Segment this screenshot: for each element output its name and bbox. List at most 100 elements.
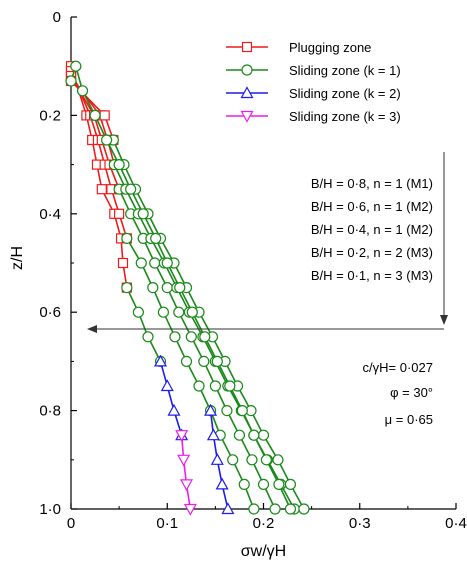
legend-label: Sliding zone (k = 2) (289, 86, 401, 101)
data-point-circle (89, 109, 101, 122)
legend-label: Sliding zone (k = 1) (289, 63, 401, 78)
y-tick-label: 1·0 (39, 501, 61, 518)
data-point-circle (142, 331, 154, 343)
data-point-circle (224, 380, 236, 392)
data-point-triangle-down (240, 110, 254, 123)
annotations: B/H = 0·8, n = 1 (M1) B/H = 0·6, n = 1 (M… (87, 152, 448, 427)
case-label: B/H = 0·6, n = 1 (M2) (311, 199, 433, 214)
series-1 (65, 61, 132, 293)
y-tick-label: 0·2 (39, 107, 61, 124)
data-point-circle (284, 478, 297, 490)
series-line (180, 435, 192, 510)
y-axis-title: z/H (9, 246, 26, 270)
data-point-triangle-down (179, 479, 194, 492)
data-point-triangle-up (153, 354, 168, 367)
data-point-circle (199, 331, 211, 343)
data-point-circle (248, 429, 260, 441)
data-point-circle (185, 331, 197, 343)
data-point-triangle-down (175, 430, 189, 442)
parameter-label: μ = 0·65 (385, 412, 433, 427)
data-point-circle (121, 282, 133, 294)
data-point-triangle-up (167, 403, 181, 416)
data-point-circle (238, 478, 250, 490)
series-line (159, 361, 183, 436)
data-point-circle (180, 355, 193, 367)
x-axis-ticks: 0 0·1 0·2 0·3 0·4 (67, 503, 467, 532)
data-point-circle (76, 85, 89, 97)
data-point-circle (269, 503, 281, 515)
data-point-circle (248, 503, 260, 515)
legend-label: Sliding zone (k = 3) (289, 109, 401, 124)
y-tick-label: 0·8 (39, 403, 61, 420)
series-line (112, 139, 305, 510)
case-label: B/H = 0·4, n = 1 (M2) (311, 222, 433, 237)
series-2 (65, 60, 310, 515)
data-point-triangle-up (210, 453, 224, 465)
data-point-triangle-up (206, 428, 220, 441)
data-point-triangle-down (183, 503, 197, 516)
x-tick-label: 0·2 (253, 515, 275, 532)
case-label: B/H = 0·2, n = 2 (M3) (311, 245, 433, 260)
data-point-triangle-up (204, 403, 218, 416)
data-point-circle (121, 232, 133, 244)
data-point-circle (186, 306, 198, 318)
arrow-left-head (87, 324, 97, 333)
series-line (126, 237, 255, 510)
data-point-circle (173, 306, 185, 318)
data-point-square (99, 110, 110, 121)
data-point-circle (227, 454, 239, 466)
data-point-circle (198, 355, 210, 367)
y-axis-ticks: 0 0·2 0·4 0·6 0·8 1·0 (39, 9, 77, 518)
data-point-circle (161, 282, 173, 294)
data-point-circle (149, 257, 161, 269)
data-point-circle (272, 454, 284, 466)
data-point-square (96, 184, 107, 195)
case-label: B/H = 0·8, n = 1 (M1) (311, 176, 433, 191)
data-point-circle (101, 134, 113, 146)
legend: Plugging zone Sliding zone (k = 1) Sliding… (226, 40, 401, 124)
data-point-triangle-up (240, 86, 254, 99)
series-4 (175, 430, 197, 516)
data-point-circle (113, 159, 125, 171)
x-tick-label: 0·1 (156, 515, 178, 532)
data-point-circle (169, 331, 181, 343)
series-line (70, 65, 128, 288)
data-point-circle (211, 355, 223, 367)
data-point-square (114, 208, 125, 219)
x-tick-label: 0 (67, 515, 75, 532)
data-point-circle (236, 405, 248, 417)
data-point-circle (241, 64, 253, 76)
data-point-circle (260, 454, 272, 466)
parameter-label: φ = 30° (390, 385, 433, 400)
parameter-label: c/γH= 0·027 (363, 360, 433, 375)
data-point-circle (257, 429, 270, 441)
data-point-circle (150, 232, 162, 244)
data-point-circle (298, 503, 310, 515)
data-point-square (241, 41, 253, 53)
data-point-circle (157, 306, 169, 318)
data-point-circle (193, 380, 205, 392)
y-tick-label: 0 (53, 9, 61, 26)
data-point-triangle-up (221, 502, 235, 515)
data-point-circle (284, 503, 297, 515)
series-layer (65, 60, 310, 516)
data-point-square (117, 257, 129, 269)
data-point-circle (246, 454, 258, 466)
data-point-circle (147, 282, 159, 294)
data-point-triangle-up (215, 477, 229, 490)
y-tick-label: 0·4 (39, 206, 61, 223)
data-point-circle (209, 380, 221, 392)
series-line (126, 287, 162, 362)
legend-label: Plugging zone (289, 40, 371, 55)
data-point-circle (70, 60, 82, 72)
data-point-circle (221, 405, 233, 417)
data-point-circle (257, 478, 270, 490)
data-point-circle (174, 282, 186, 294)
x-tick-label: 0·3 (349, 515, 371, 532)
data-point-circle (273, 478, 285, 490)
data-point-circle (125, 183, 137, 195)
case-label: B/H = 0·1, n = 3 (M3) (311, 268, 433, 283)
data-point-triangle-up (160, 379, 174, 392)
x-axis-title: σw/γH (241, 543, 286, 560)
